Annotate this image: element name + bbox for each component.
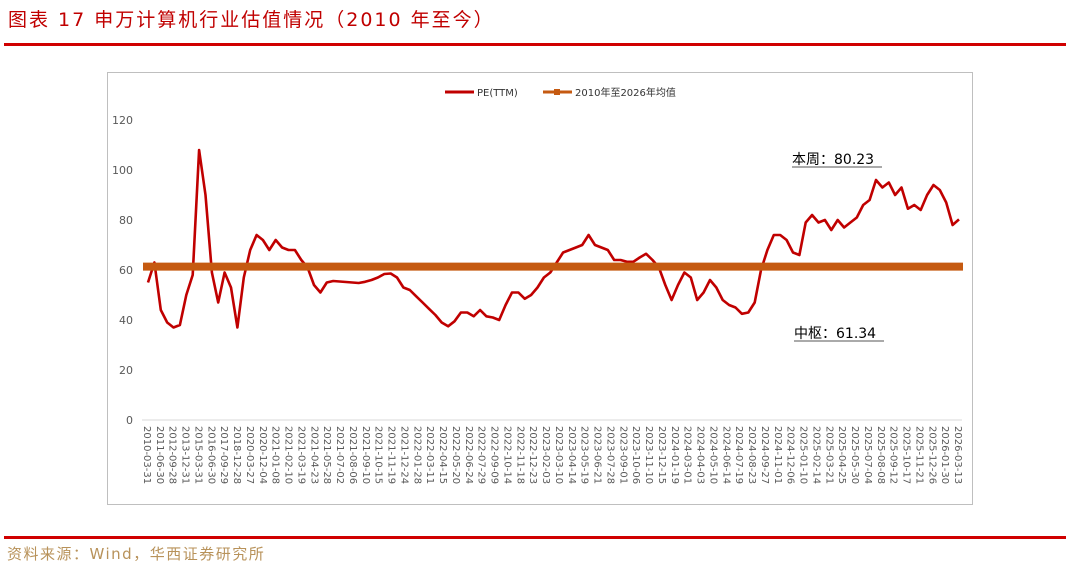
x-tick-label: 2015-03-31 xyxy=(192,426,203,484)
x-tick-label: 2022-10-14 xyxy=(501,426,512,484)
x-tick-label: 2021-12-24 xyxy=(398,426,409,484)
source-divider xyxy=(4,536,1066,539)
legend-mean-label: 2010年至2026年均值 xyxy=(575,86,676,99)
x-tick-label: 2026-03-13 xyxy=(952,426,963,484)
x-tick-label: 2022-04-15 xyxy=(437,426,448,484)
x-axis: 2010-03-31 2011-06-30 2012-09-28 2013-12-31… xyxy=(141,426,963,484)
x-tick-label: 2021-07-02 xyxy=(334,426,345,484)
x-tick-label: 2011-06-30 xyxy=(154,426,165,484)
x-tick-label: 2022-09-09 xyxy=(489,426,500,484)
x-tick-label: 2024-03-01 xyxy=(682,426,693,484)
source-note: 资料来源：Wind，华西证券研究所 xyxy=(7,545,266,563)
x-tick-label: 2022-06-24 xyxy=(463,426,474,484)
x-tick-label: 2022-07-29 xyxy=(476,426,487,484)
x-tick-label: 2025-10-17 xyxy=(901,426,912,484)
x-tick-label: 2022-11-18 xyxy=(514,426,525,484)
title-divider xyxy=(4,43,1066,46)
plot-area xyxy=(143,148,963,329)
legend-mean-marker xyxy=(554,89,560,95)
x-tick-label: 2012-09-28 xyxy=(167,426,178,484)
y-tick-label: 40 xyxy=(119,314,133,327)
x-tick-label: 2021-09-10 xyxy=(360,426,371,484)
x-tick-label: 2024-06-14 xyxy=(720,426,731,484)
x-tick-label: 2023-12-15 xyxy=(656,426,667,484)
legend: PE(TTM) 2010年至2026年均值 xyxy=(445,86,676,99)
y-tick-label: 60 xyxy=(119,264,133,277)
x-tick-label: 2021-08-06 xyxy=(347,426,358,484)
x-tick-label: 2023-02-03 xyxy=(540,426,551,484)
x-tick-label: 2025-07-04 xyxy=(862,426,873,484)
x-tick-label: 2020-12-04 xyxy=(257,426,268,484)
y-tick-label: 80 xyxy=(119,214,133,227)
x-tick-label: 2020-03-27 xyxy=(244,426,255,484)
x-tick-label: 2021-04-23 xyxy=(308,426,319,484)
x-tick-label: 2013-12-31 xyxy=(180,426,191,484)
figure-title: 图表 17 申万计算机行业估值情况（2010 年至今） xyxy=(8,9,495,31)
x-tick-label: 2025-09-12 xyxy=(888,426,899,484)
x-tick-label: 2024-08-23 xyxy=(746,426,757,484)
x-tick-label: 2022-05-20 xyxy=(450,426,461,484)
x-tick-label: 2024-01-19 xyxy=(669,426,680,484)
x-tick-label: 2010-03-31 xyxy=(141,426,152,484)
y-tick-label: 20 xyxy=(119,364,133,377)
x-tick-label: 2025-03-21 xyxy=(823,426,834,484)
x-tick-label: 2025-11-21 xyxy=(913,426,924,484)
x-tick-label: 2023-05-19 xyxy=(579,426,590,484)
annotation-current: 本周：80.23 xyxy=(792,152,874,168)
x-tick-label: 2018-12-28 xyxy=(231,426,242,484)
x-tick-label: 2022-01-28 xyxy=(411,426,422,484)
x-tick-label: 2023-04-14 xyxy=(566,426,577,484)
x-tick-label: 2025-04-25 xyxy=(836,426,847,484)
x-tick-label: 2021-05-28 xyxy=(321,426,332,484)
y-tick-label: 0 xyxy=(126,414,133,427)
x-tick-label: 2021-10-15 xyxy=(373,426,384,484)
x-tick-label: 2022-12-23 xyxy=(527,426,538,484)
x-tick-label: 2024-09-27 xyxy=(759,426,770,484)
x-tick-label: 2023-11-10 xyxy=(643,426,654,484)
annotation-mean: 中枢：61.34 xyxy=(794,326,876,342)
x-tick-label: 2025-08-08 xyxy=(875,426,886,484)
x-tick-label: 2021-02-10 xyxy=(283,426,294,484)
x-tick-label: 2025-12-26 xyxy=(926,426,937,484)
y-tick-label: 120 xyxy=(112,114,133,127)
x-tick-label: 2024-05-10 xyxy=(707,426,718,484)
x-tick-label: 2023-06-21 xyxy=(592,426,603,484)
x-tick-label: 2025-01-10 xyxy=(798,426,809,484)
x-tick-label: 2025-05-30 xyxy=(849,426,860,484)
legend-pe-label: PE(TTM) xyxy=(477,88,518,99)
pe-series-line xyxy=(146,148,960,329)
x-tick-label: 2024-12-06 xyxy=(785,426,796,484)
x-tick-label: 2021-01-08 xyxy=(270,426,281,484)
x-tick-label: 2022-03-11 xyxy=(424,426,435,484)
y-axis: 0 20 40 60 80 100 120 xyxy=(112,114,133,427)
x-tick-label: 2016-06-30 xyxy=(205,426,216,484)
x-tick-label: 2017-09-29 xyxy=(218,426,229,484)
chart-frame xyxy=(107,72,973,505)
x-tick-label: 2023-09-01 xyxy=(617,426,628,484)
x-tick-label: 2024-04-03 xyxy=(695,426,706,484)
x-tick-label: 2024-07-19 xyxy=(733,426,744,484)
x-tick-label: 2026-01-30 xyxy=(939,426,950,484)
x-tick-label: 2023-07-28 xyxy=(604,426,615,484)
x-tick-label: 2023-10-06 xyxy=(630,426,641,484)
x-tick-label: 2021-11-19 xyxy=(386,426,397,484)
y-tick-label: 100 xyxy=(112,164,133,177)
x-tick-label: 2021-03-19 xyxy=(295,426,306,484)
x-tick-label: 2024-11-01 xyxy=(772,426,783,484)
x-tick-label: 2023-03-10 xyxy=(553,426,564,484)
x-tick-label: 2025-02-14 xyxy=(810,426,821,484)
